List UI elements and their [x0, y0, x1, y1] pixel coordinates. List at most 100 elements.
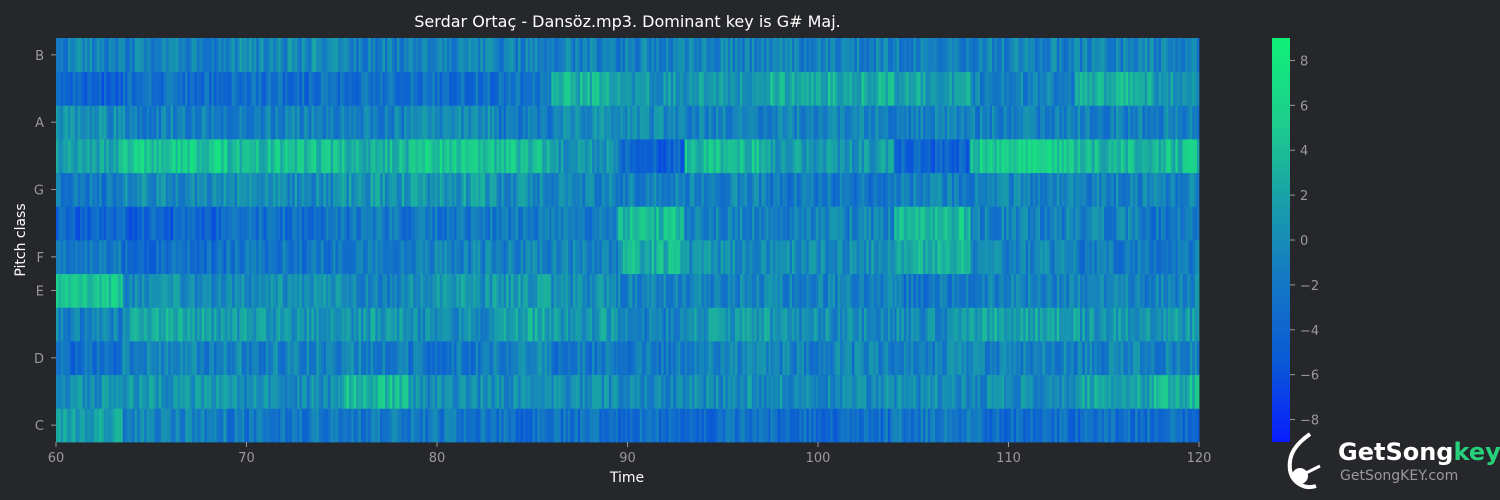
- heatmap-cell: [1028, 307, 1031, 342]
- heatmap-cell: [96, 139, 100, 174]
- heatmap-cell: [218, 408, 222, 443]
- heatmap-cell: [892, 408, 895, 443]
- heatmap-cell: [658, 341, 662, 376]
- heatmap-cell: [275, 105, 279, 140]
- heatmap-cell: [842, 408, 846, 443]
- heatmap-cell: [146, 240, 150, 275]
- heatmap-cell: [368, 408, 371, 443]
- heatmap-cell: [221, 240, 224, 275]
- heatmap-cell: [370, 38, 374, 73]
- heatmap-cell: [830, 38, 834, 73]
- heatmap-cell: [932, 38, 936, 73]
- heatmap-cell: [820, 307, 824, 342]
- heatmap-cell: [847, 172, 850, 207]
- heatmap-cell: [530, 71, 533, 106]
- heatmap-cell: [234, 139, 238, 174]
- heatmap-cell: [346, 374, 350, 409]
- heatmap-cell: [537, 408, 541, 443]
- heatmap-cell: [863, 374, 867, 409]
- heatmap-cell: [422, 105, 426, 140]
- heatmap-cell: [175, 206, 179, 241]
- heatmap-cell: [582, 374, 586, 409]
- heatmap-cell: [173, 206, 176, 241]
- heatmap-cell: [684, 105, 688, 140]
- heatmap-cell: [1001, 240, 1005, 275]
- heatmap-cell: [763, 105, 767, 140]
- heatmap-cell: [796, 38, 800, 73]
- heatmap-cell: [161, 307, 164, 342]
- heatmap-cell: [608, 341, 612, 376]
- heatmap-cell: [1032, 374, 1036, 409]
- heatmap-cell: [530, 105, 533, 140]
- heatmap-cell: [994, 374, 998, 409]
- heatmap-cell: [141, 341, 145, 376]
- heatmap-cell: [556, 273, 559, 308]
- heatmap-cell: [711, 273, 714, 308]
- heatmap-cell: [553, 408, 557, 443]
- heatmap-cell: [120, 307, 124, 342]
- heatmap-cell: [127, 38, 131, 73]
- heatmap-cell: [1042, 273, 1046, 308]
- heatmap-cell: [1013, 172, 1017, 207]
- heatmap-cell: [137, 307, 140, 342]
- heatmap-cell: [111, 206, 114, 241]
- heatmap-cell: [739, 105, 743, 140]
- heatmap-cell: [418, 172, 421, 207]
- heatmap-cell: [627, 374, 631, 409]
- heatmap-cell: [622, 172, 626, 207]
- heatmap-cell: [863, 341, 867, 376]
- heatmap-cell: [925, 206, 929, 241]
- heatmap-cell: [141, 105, 145, 140]
- heatmap-cell: [859, 71, 862, 106]
- heatmap-cell: [887, 374, 891, 409]
- heatmap-cell: [532, 206, 536, 241]
- heatmap-cell: [261, 408, 264, 443]
- heatmap-cell: [63, 374, 66, 409]
- heatmap-cell: [139, 341, 143, 376]
- heatmap-cell: [980, 71, 983, 106]
- heatmap-cell: [510, 71, 514, 106]
- time-segment: [684, 38, 771, 443]
- heatmap-cell: [396, 408, 400, 443]
- heatmap-cell: [75, 408, 78, 443]
- heatmap-cell: [251, 307, 255, 342]
- heatmap-cell: [387, 71, 391, 106]
- heatmap-cell: [959, 206, 962, 241]
- heatmap-cell: [723, 172, 726, 207]
- heatmap-cell: [932, 105, 936, 140]
- heatmap-cell: [108, 341, 112, 376]
- heatmap-cell: [977, 240, 981, 275]
- heatmap-cell: [285, 38, 288, 73]
- heatmap-cell: [232, 38, 236, 73]
- heatmap-cell: [620, 273, 624, 308]
- heatmap-cell: [241, 38, 245, 73]
- heatmap-cell: [670, 206, 674, 241]
- heatmap-cell: [670, 273, 674, 308]
- heatmap-cell: [301, 105, 305, 140]
- heatmap-cell: [594, 38, 598, 73]
- heatmap-cell: [468, 139, 472, 174]
- heatmap-cell: [942, 38, 945, 73]
- heatmap-cell: [687, 38, 690, 73]
- heatmap-cell: [177, 71, 181, 106]
- heatmap-cell: [144, 71, 148, 106]
- heatmap-cell: [813, 374, 817, 409]
- heatmap-cell: [565, 341, 569, 376]
- heatmap-cell: [323, 139, 327, 174]
- heatmap-cell: [549, 408, 552, 443]
- heatmap-cell: [620, 105, 624, 140]
- heatmap-cell: [490, 307, 493, 342]
- heatmap-cell: [706, 408, 710, 443]
- heatmap-cell: [280, 139, 284, 174]
- heatmap-cell: [956, 240, 960, 275]
- heatmap-cell: [239, 408, 243, 443]
- heatmap-cell: [153, 307, 157, 342]
- heatmap-cell: [437, 71, 441, 106]
- heatmap-cell: [185, 273, 188, 308]
- heatmap-cell: [249, 105, 252, 140]
- heatmap-cell: [146, 139, 150, 174]
- heatmap-cell: [365, 139, 369, 174]
- heatmap-cell: [1025, 307, 1029, 342]
- heatmap-cell: [287, 71, 291, 106]
- heatmap-cell: [149, 341, 152, 376]
